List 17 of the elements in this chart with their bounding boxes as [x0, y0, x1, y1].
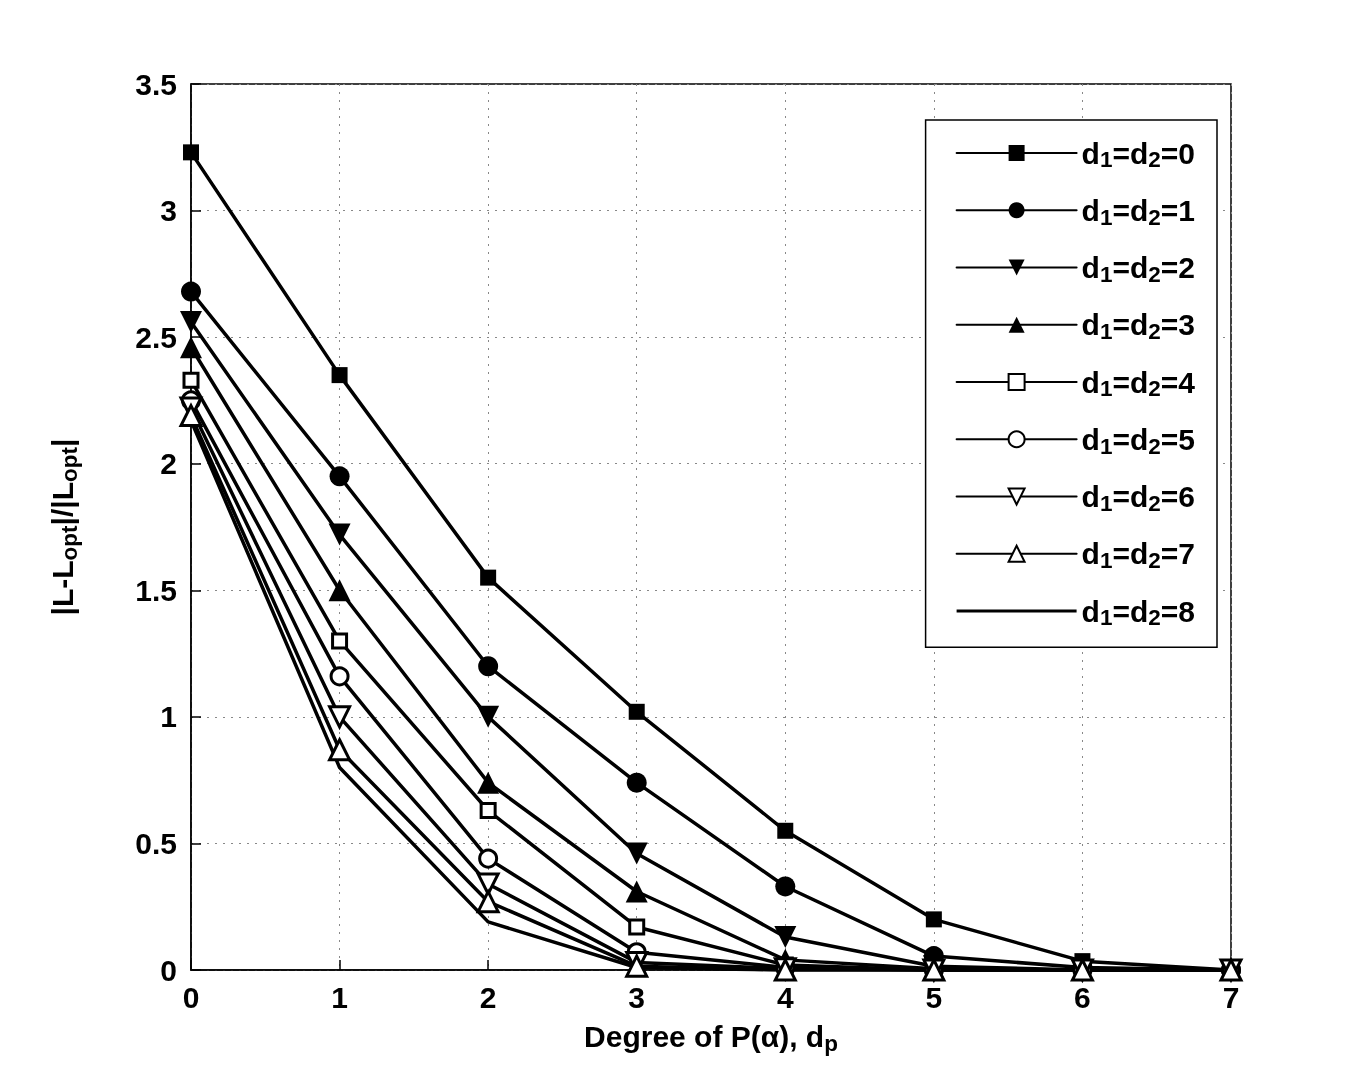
y-tick-label: 3.5 [135, 67, 177, 101]
x-tick-label: 7 [1222, 980, 1240, 1014]
y-tick-label: 0.5 [135, 826, 177, 860]
x-tick-label: 0 [182, 980, 200, 1014]
x-tick-label: 3 [628, 980, 646, 1014]
x-tick-label: 6 [1074, 980, 1091, 1014]
y-tick-label: 2 [160, 447, 177, 481]
x-tick-label: 2 [479, 980, 497, 1014]
y-tick-label: 3 [160, 194, 177, 228]
x-tick-label: 1 [331, 980, 348, 1014]
y-tick-label: 1.5 [135, 573, 177, 607]
y-tick-label: 0 [160, 953, 177, 987]
x-tick-label: 4 [776, 980, 794, 1014]
y-tick-label: 2.5 [135, 320, 177, 354]
y-tick-label: 1 [160, 700, 177, 734]
x-tick-label: 5 [925, 980, 943, 1014]
y-axis-title: |L-Lopt|/|Lopt| [46, 438, 82, 616]
